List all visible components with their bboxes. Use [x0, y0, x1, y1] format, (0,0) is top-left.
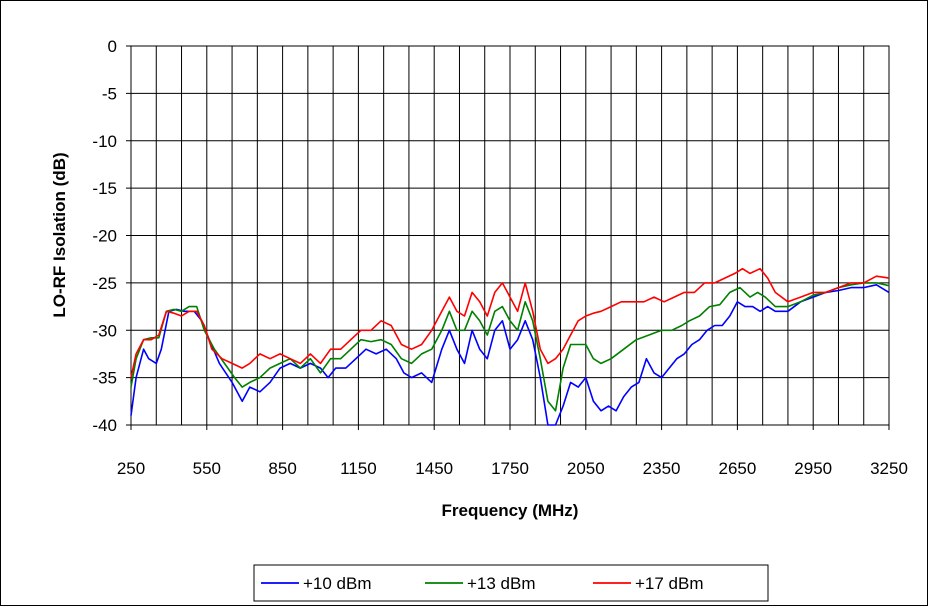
- x-tick-label: 2350: [643, 459, 681, 478]
- y-tick-label: -30: [92, 321, 117, 340]
- x-tick-label: 1750: [491, 459, 529, 478]
- legend-label-1: +13 dBm: [467, 574, 536, 593]
- x-axis-label: Frequency (MHz): [442, 501, 579, 520]
- x-tick-label: 2650: [718, 459, 756, 478]
- y-axis-tick-labels: 0 -5 -10 -15 -20 -25 -30 -35 -40: [92, 37, 117, 435]
- y-tick-label: -25: [92, 274, 117, 293]
- x-tick-label: 850: [268, 459, 296, 478]
- y-tick-label: -40: [92, 416, 117, 435]
- x-tick-label: 1450: [415, 459, 453, 478]
- x-tick-label: 250: [117, 459, 145, 478]
- y-tick-label: -20: [92, 227, 117, 246]
- y-tick-label: -5: [102, 84, 117, 103]
- legend-label-0: +10 dBm: [303, 574, 372, 593]
- y-tick-label: 0: [108, 37, 117, 56]
- y-tick-label: -35: [92, 369, 117, 388]
- x-axis-tick-labels: 250 550 850 1150 1450 1750 2050 2350 2650 2950 325…: [117, 459, 908, 478]
- x-tick-label: 3250: [870, 459, 908, 478]
- grid: [130, 45, 890, 426]
- y-axis-label: LO-RF Isolation (dB): [50, 152, 69, 317]
- legend: +10 dBm +13 dBm +17 dBm: [253, 564, 769, 602]
- legend-box: [253, 564, 769, 602]
- x-tick-label: 1150: [340, 459, 377, 478]
- x-tick-label: 2950: [794, 459, 832, 478]
- series-line-2: [130, 267, 890, 378]
- y-tick-label: -15: [92, 179, 117, 198]
- legend-label-2: +17 dBm: [635, 574, 704, 593]
- x-tick-label: 2050: [567, 459, 605, 478]
- y-tick-label: -10: [92, 132, 117, 151]
- series-line-0: [130, 283, 890, 426]
- x-tick-label: 550: [193, 459, 221, 478]
- axes: [126, 45, 890, 430]
- series-lines: [130, 267, 890, 426]
- series-line-1: [130, 282, 890, 412]
